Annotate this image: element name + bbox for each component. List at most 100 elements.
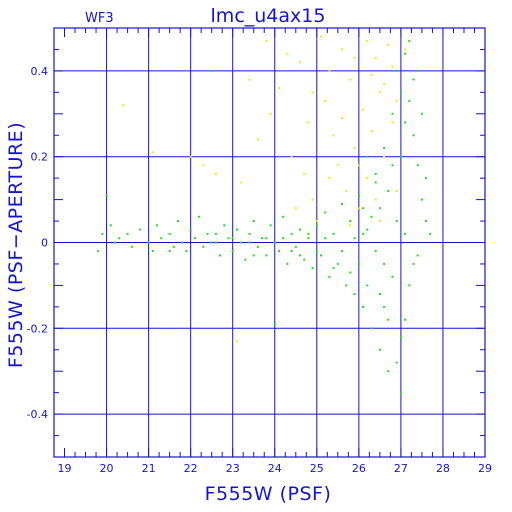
x-axis-label: F555W (PSF)	[205, 483, 332, 505]
data-point	[244, 258, 247, 261]
data-point	[328, 177, 331, 180]
data-point	[156, 224, 158, 227]
data-point	[391, 121, 394, 124]
y-tick-label: -0.4	[27, 408, 48, 421]
axes: 19 20 21 22 23 24 25 26 27 28 29 0.4 0.2 0 -0.2 -0.4	[27, 27, 492, 475]
data-point	[231, 237, 234, 240]
x-tick-label: 21	[142, 462, 156, 475]
data-point	[315, 220, 318, 222]
data-point	[122, 104, 125, 107]
data-point	[248, 241, 251, 244]
data-point	[374, 181, 377, 184]
data-point	[420, 112, 423, 115]
grid-lines	[54, 28, 485, 457]
data-point	[370, 130, 373, 132]
chart-title: lmc_u4ax15	[211, 5, 326, 27]
data-point	[118, 237, 121, 240]
data-point	[299, 254, 301, 257]
data-point	[206, 232, 209, 235]
data-point	[412, 78, 415, 81]
data-point	[227, 237, 230, 240]
data-point	[357, 262, 360, 265]
data-point	[290, 232, 293, 235]
data-point	[387, 44, 390, 47]
x-tick-label: 24	[268, 462, 282, 475]
data-point	[395, 190, 398, 192]
data-point	[378, 220, 381, 222]
data-point	[189, 228, 192, 231]
data-point	[252, 254, 255, 257]
data-point	[366, 177, 369, 180]
data-point	[387, 190, 390, 192]
data-point	[282, 215, 285, 218]
data-point	[177, 220, 179, 222]
data-point	[404, 232, 407, 235]
data-point	[294, 207, 297, 210]
data-point	[240, 181, 243, 184]
data-point	[265, 39, 268, 42]
data-point	[416, 164, 419, 167]
data-point	[126, 232, 129, 235]
data-point	[168, 250, 171, 253]
data-point	[252, 220, 255, 222]
data-point	[395, 220, 398, 222]
data-point	[383, 155, 386, 158]
data-point	[366, 155, 369, 158]
data-point	[311, 267, 314, 270]
data-point	[341, 48, 343, 51]
data-point	[387, 318, 390, 321]
data-point	[214, 172, 217, 175]
x-tick-label: 29	[478, 462, 492, 475]
data-point	[299, 228, 301, 231]
data-point	[202, 164, 205, 167]
data-point	[353, 237, 356, 240]
data-point	[320, 254, 322, 257]
data-point	[303, 258, 306, 261]
data-point	[256, 138, 259, 141]
data-point	[311, 91, 314, 94]
data-point	[416, 254, 419, 257]
data-point	[378, 207, 381, 210]
data-point	[109, 224, 112, 227]
x-tick-label: 27	[394, 462, 408, 475]
data-point	[307, 237, 310, 240]
data-point	[328, 275, 331, 278]
data-point	[185, 250, 188, 253]
data-point	[341, 117, 343, 120]
data-point	[286, 52, 289, 55]
data-point	[151, 250, 154, 253]
data-point	[320, 35, 322, 38]
data-point	[336, 262, 339, 265]
y-tick-label: 0.2	[31, 151, 49, 164]
x-tick-label: 20	[100, 462, 114, 475]
data-point	[412, 262, 415, 265]
data-point	[366, 228, 369, 231]
data-point	[378, 293, 381, 295]
data-point	[383, 305, 386, 308]
data-point	[235, 340, 238, 343]
data-point	[357, 207, 360, 210]
data-point	[332, 134, 335, 137]
data-point	[189, 155, 192, 158]
data-point	[332, 232, 335, 235]
data-point	[324, 237, 327, 240]
data-point	[198, 215, 201, 218]
data-point	[349, 271, 352, 274]
data-point	[97, 250, 100, 253]
data-point	[168, 232, 171, 235]
data-point	[214, 232, 217, 235]
data-point	[429, 232, 432, 235]
data-point	[399, 91, 402, 94]
data-point	[349, 220, 352, 222]
data-point	[370, 74, 373, 77]
x-tick-label: 26	[352, 462, 366, 475]
data-point	[278, 250, 280, 253]
data-point	[425, 220, 428, 222]
data-point	[370, 215, 373, 218]
y-axis-label: F555W (PSF−APERTURE)	[5, 122, 27, 368]
x-tick-label: 23	[226, 462, 240, 475]
data-point	[214, 241, 217, 244]
data-point	[370, 327, 373, 330]
x-tick-label: 25	[310, 462, 324, 475]
data-point	[223, 224, 226, 227]
